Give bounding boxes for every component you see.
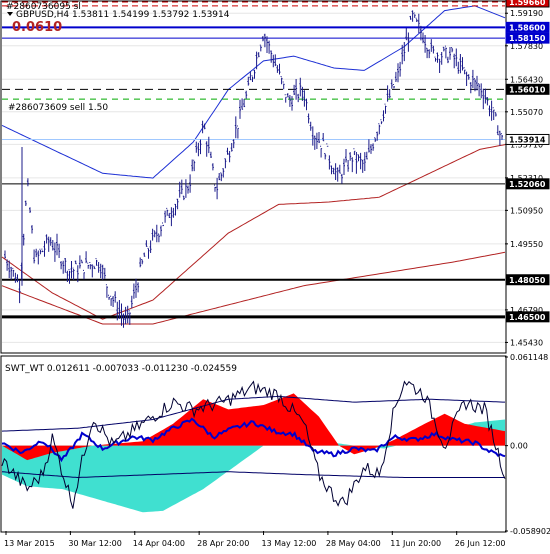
main-chart-panel[interactable]: [0, 0, 507, 354]
price-tag-label: 1.56010: [509, 85, 546, 94]
y-tick-label: 1.45430: [510, 338, 543, 347]
price-tag-label: 1.59660: [509, 0, 546, 7]
order-label[interactable]: #286073609 sell 1.50: [8, 103, 108, 113]
ma-line: [1, 144, 506, 320]
price-tag-box: [505, 311, 550, 323]
price-tag-label: 1.53914: [509, 135, 546, 144]
time-tick-label: 11 Jun 20:00: [390, 539, 441, 548]
indicator-histogram: [2, 393, 505, 513]
top-truncated-label: #2860736095 sl: [6, 2, 81, 12]
price-tag-box: [505, 274, 550, 286]
price-tag-box: [505, 83, 550, 95]
y-tick-label: 1.49550: [510, 240, 543, 249]
y-tick-label: 1.57830: [510, 42, 543, 51]
price-tag-box: [505, 178, 550, 190]
time-tick-label: 28 Apr 20:00: [197, 539, 249, 548]
collapse-triangle-icon[interactable]: [7, 12, 13, 16]
price-tag-label: 1.48050: [509, 276, 546, 285]
ind-y-tick-label: 0.061148: [510, 353, 548, 362]
positive-area: [2, 393, 505, 461]
price-tag-label: 1.58600: [509, 23, 546, 32]
ind-y-tick-label: -0.058902: [510, 527, 550, 536]
price-bars: [4, 10, 503, 328]
indicator-label: SWT_WT 0.012611 -0.007033 -0.011230 -0.0…: [5, 364, 237, 374]
indicator-lines: [1, 380, 506, 509]
time-tick-label: 30 Mar 12:00: [68, 539, 121, 548]
wavetrend-line: [1, 417, 506, 463]
signal-line: [1, 380, 506, 509]
time-axis: 13 Mar 2015 30 Mar 12:00 14 Apr 04:00 28 Ap…: [4, 531, 506, 548]
horizontal-levels[interactable]: [2, 1, 505, 319]
y-tick-label: 1.59190: [510, 9, 543, 18]
spread-value: 0.0610: [12, 20, 62, 35]
symbol-header: GBPUSD,H4 1.53811 1.54199 1.53792 1.5391…: [7, 10, 230, 20]
y-tick-label: 1.50950: [510, 206, 543, 215]
price-tag-box: [505, 32, 550, 44]
time-tick-label: 13 Mar 2015: [4, 539, 55, 548]
time-tick-label: 26 Jun 12:00: [455, 539, 506, 548]
price-tag-box: [505, 133, 550, 145]
ohlc-bars: [4, 10, 503, 328]
price-tag-box: [505, 0, 550, 8]
y-tick-label: 1.56430: [510, 75, 543, 84]
y-tick-label: 1.55070: [510, 108, 543, 117]
negative-area: [2, 419, 505, 513]
price-tag-label: 1.46500: [509, 313, 546, 322]
upper-band: [1, 395, 505, 432]
time-tick-label: 14 Apr 04:00: [133, 539, 185, 548]
price-tags: 1.59660 1.58600 1.58150 1.56010 1.53914 1.520…: [505, 0, 550, 323]
y-tick-label: 1.46790: [510, 306, 543, 315]
ind-y-tick-label: 0.00: [510, 442, 528, 451]
price-tag-label: 1.58150: [509, 34, 546, 43]
lower-band: [1, 471, 505, 479]
indicator-axis: 0.061148 0.00 -0.058902: [505, 353, 550, 536]
symbol-quote-line: GBPUSD,H4 1.53811 1.54199 1.53792 1.5391…: [16, 10, 230, 20]
time-tick-label: 13 May 12:00: [262, 539, 317, 548]
time-tick-label: 28 May 04:00: [326, 539, 381, 548]
price-tag-label: 1.52060: [509, 180, 546, 189]
price-tag-box: [505, 21, 550, 33]
